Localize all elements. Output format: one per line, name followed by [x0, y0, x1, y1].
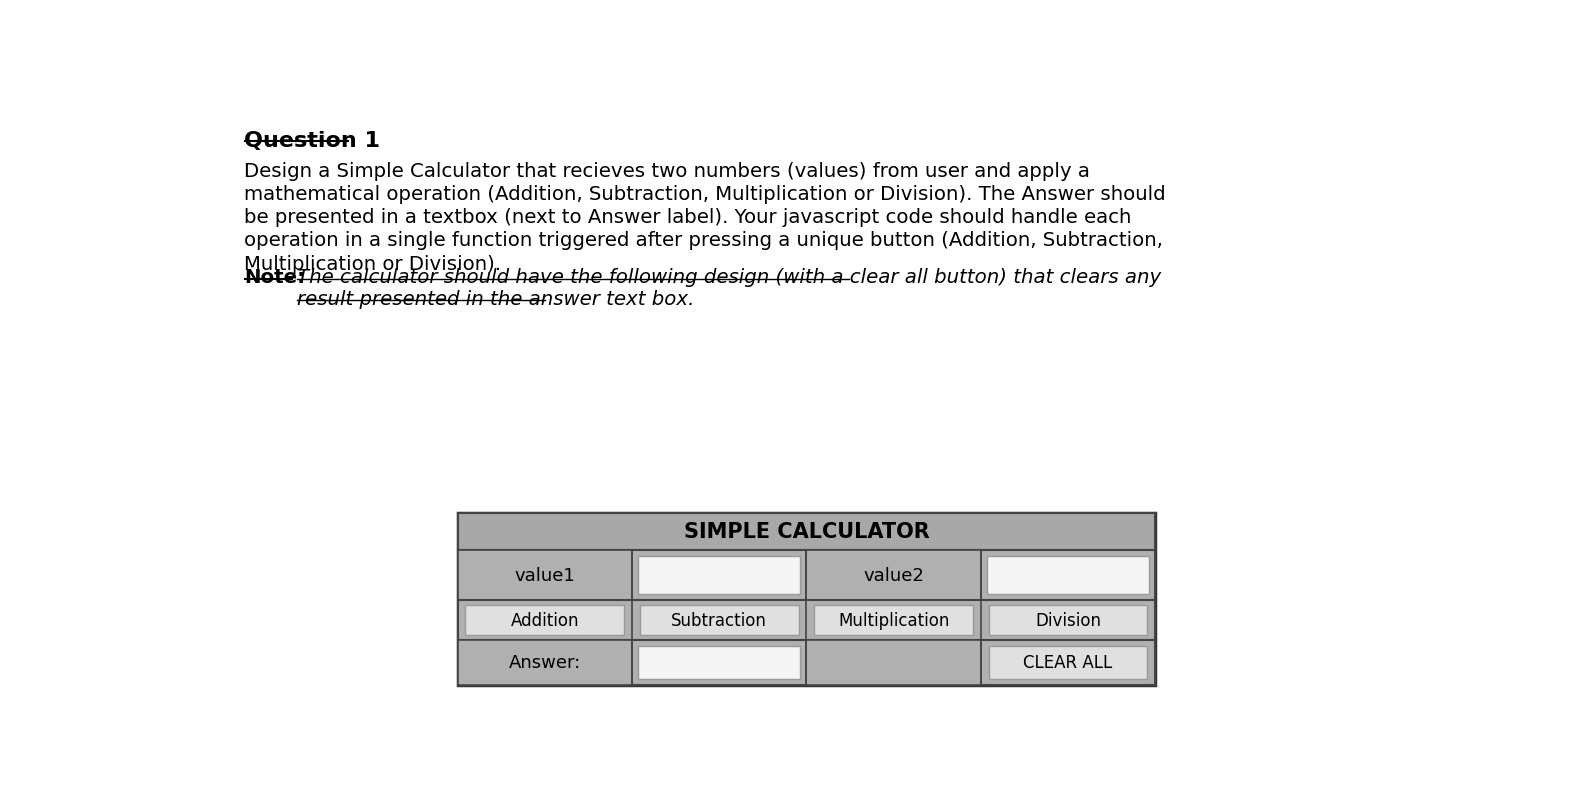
Text: CLEAR ALL: CLEAR ALL — [1023, 654, 1112, 672]
Bar — [458, 513, 1155, 551]
Text: Addition: Addition — [510, 611, 580, 629]
Text: value1: value1 — [515, 566, 575, 584]
Text: operation in a single function triggered after pressing a unique button (Additio: operation in a single function triggered… — [244, 231, 1163, 250]
Text: value2: value2 — [863, 566, 923, 584]
Text: mathematical operation (Addition, Subtraction, Multiplication or Division). The : mathematical operation (Addition, Subtra… — [244, 185, 1166, 204]
Text: Multiplication: Multiplication — [838, 611, 949, 629]
Bar — [988, 646, 1147, 679]
Text: Answer:: Answer: — [508, 654, 581, 672]
Bar — [638, 556, 800, 594]
Bar — [814, 606, 973, 635]
Text: Note:: Note: — [244, 268, 306, 287]
Bar — [806, 640, 980, 684]
Bar — [458, 640, 1155, 684]
Text: Division: Division — [1034, 611, 1101, 629]
Bar — [458, 551, 632, 600]
Bar — [458, 551, 1155, 600]
Bar — [988, 606, 1147, 635]
Bar — [638, 646, 800, 679]
Text: result presented in the answer text box.: result presented in the answer text box. — [298, 290, 694, 308]
Text: Multiplication or Division).: Multiplication or Division). — [244, 254, 502, 273]
Bar — [458, 513, 1155, 684]
Bar — [458, 640, 632, 684]
Bar — [987, 556, 1148, 594]
Text: SIMPLE CALCULATOR: SIMPLE CALCULATOR — [684, 521, 930, 542]
Text: Design a Simple Calculator that recieves two numbers (values) from user and appl: Design a Simple Calculator that recieves… — [244, 162, 1090, 181]
Bar — [640, 606, 798, 635]
Text: Question 1: Question 1 — [244, 131, 380, 150]
Bar — [806, 551, 980, 600]
Text: The calculator should have the following design (with a clear all button) that c: The calculator should have the following… — [298, 268, 1161, 287]
Bar — [458, 600, 1155, 640]
Text: Subtraction: Subtraction — [672, 611, 767, 629]
Bar — [466, 606, 624, 635]
Text: be presented in a textbox (next to Answer label). Your javascript code should ha: be presented in a textbox (next to Answe… — [244, 208, 1133, 227]
